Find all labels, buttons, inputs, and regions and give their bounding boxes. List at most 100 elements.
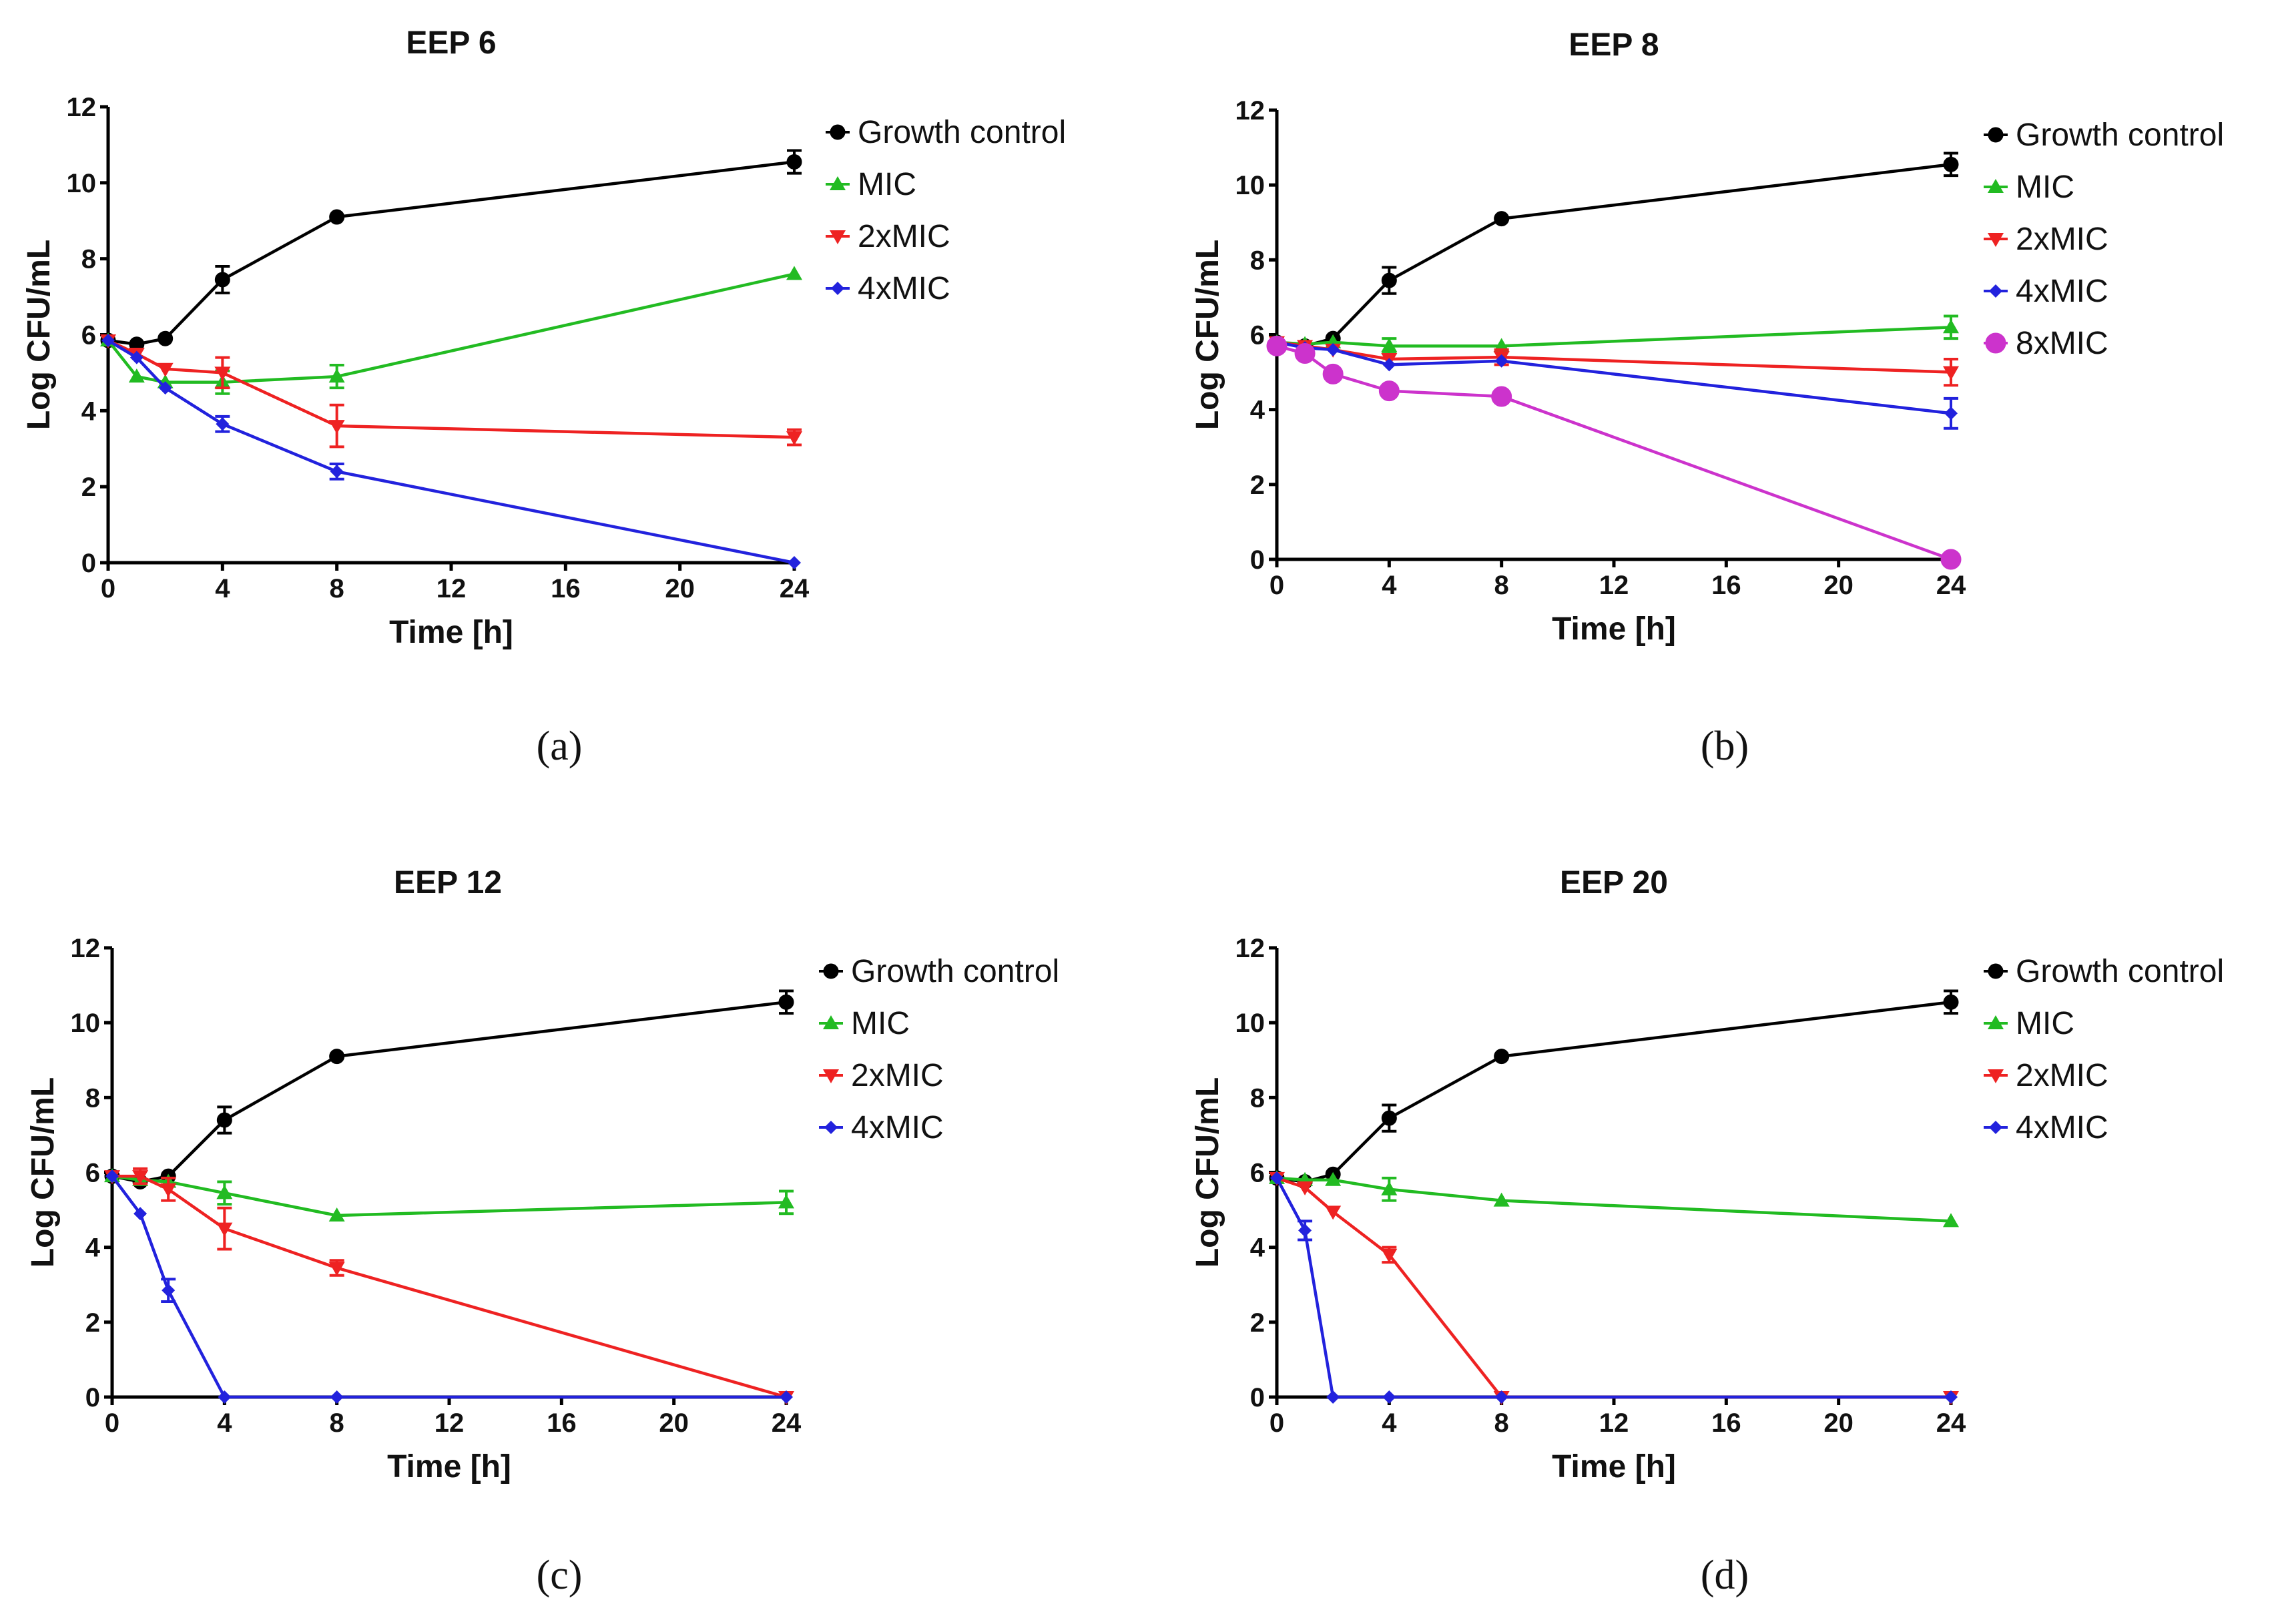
- legend-item: Growth control: [1984, 117, 2224, 153]
- series-line: [1276, 1176, 1951, 1399]
- legend-marker: [1989, 1121, 2002, 1134]
- data-point: [101, 334, 115, 348]
- x-tick-label: 12: [1599, 571, 1629, 600]
- data-point: [157, 362, 174, 377]
- data-point: [1940, 549, 1962, 570]
- legend-item: MIC: [826, 167, 916, 202]
- legend-marker: [824, 1121, 838, 1134]
- x-axis-title: Time [h]: [389, 615, 513, 650]
- series-line: [107, 272, 795, 384]
- legend-item: 4xMIC: [1984, 1110, 2108, 1145]
- legend-marker: [1988, 127, 2004, 143]
- data-point: [1943, 1213, 1959, 1228]
- y-tick-label: 2: [81, 473, 96, 502]
- data-point: [132, 1170, 149, 1185]
- data-point: [1326, 342, 1340, 356]
- series-line: [1275, 1177, 1951, 1399]
- series-line: [1276, 1001, 1952, 1183]
- series-growth-control: [1269, 152, 1959, 354]
- y-tick-label: 2: [1250, 1308, 1265, 1338]
- legend-item: 4xMIC: [826, 271, 950, 306]
- x-tick-label: 12: [1599, 1408, 1629, 1438]
- x-tick-label: 24: [1936, 571, 1966, 600]
- legend-marker: [830, 230, 846, 244]
- series-line: [111, 1174, 787, 1217]
- y-tick-label: 6: [85, 1159, 100, 1188]
- data-point: [1378, 380, 1400, 402]
- y-tick-label: 8: [1250, 246, 1265, 275]
- y-tick-label: 12: [67, 93, 97, 122]
- data-point: [1381, 1110, 1397, 1126]
- data-point: [1494, 354, 1508, 368]
- series-line: [1276, 1176, 1952, 1223]
- legend-item: Growth control: [826, 115, 1066, 150]
- data-point: [216, 1222, 233, 1237]
- x-tick-label: 8: [1494, 571, 1509, 600]
- y-tick-label: 12: [71, 934, 101, 963]
- data-point: [1382, 1390, 1396, 1404]
- data-point: [330, 465, 344, 479]
- data-point: [128, 368, 145, 383]
- chart-title: EEP 6: [406, 25, 496, 61]
- y-tick-label: 8: [1250, 1083, 1265, 1113]
- y-tick-label: 6: [1250, 1159, 1265, 1188]
- legend-item: MIC: [1984, 1006, 2074, 1041]
- x-tick-label: 8: [330, 574, 344, 603]
- x-tick-label: 16: [1711, 571, 1741, 600]
- legend-label: 2xMIC: [2016, 222, 2108, 257]
- y-tick-label: 6: [1250, 321, 1265, 350]
- x-tick-label: 4: [1382, 1408, 1397, 1438]
- data-point: [1381, 1181, 1398, 1195]
- legend-marker: [830, 176, 846, 190]
- y-tick-label: 4: [1250, 1234, 1265, 1263]
- legend-item: 2xMIC: [826, 219, 950, 254]
- x-tick-label: 20: [1823, 571, 1854, 600]
- y-tick-label: 8: [85, 1083, 100, 1113]
- data-point: [328, 368, 345, 383]
- y-axis-title: Log CFU/mL: [1190, 1077, 1225, 1268]
- data-point: [1381, 272, 1397, 288]
- data-point: [1382, 358, 1396, 372]
- data-point: [216, 417, 230, 431]
- data-point: [1943, 156, 1959, 172]
- y-tick-label: 10: [1235, 171, 1265, 200]
- series-line: [1276, 344, 1952, 561]
- series-growth-control: [104, 989, 794, 1190]
- legend-label: Growth control: [2016, 954, 2224, 989]
- legend-item: 2xMIC: [1984, 222, 2108, 257]
- y-axis-title: Log CFU/mL: [1190, 240, 1225, 430]
- data-point: [1381, 1248, 1398, 1263]
- data-point: [330, 1390, 344, 1404]
- x-axis-title: Time [h]: [1552, 1449, 1676, 1484]
- data-point: [158, 330, 174, 346]
- data-point: [214, 366, 231, 381]
- series-line: [112, 1174, 787, 1399]
- data-point: [328, 1207, 345, 1222]
- data-point: [216, 1112, 232, 1128]
- y-tick-label: 0: [81, 549, 96, 578]
- x-tick-label: 4: [215, 574, 230, 603]
- series-line: [107, 338, 795, 439]
- x-tick-label: 0: [105, 1408, 119, 1438]
- x-tick-label: 20: [659, 1408, 689, 1438]
- y-tick-label: 10: [1235, 1009, 1265, 1038]
- data-point: [216, 1185, 233, 1199]
- series-line: [111, 1001, 787, 1183]
- x-tick-label: 24: [780, 574, 810, 603]
- x-tick-label: 0: [1269, 1408, 1284, 1438]
- legend-marker: [1988, 963, 2004, 979]
- legend-marker: [1988, 1069, 2004, 1083]
- legend-item: MIC: [1984, 170, 2074, 205]
- x-tick-label: 24: [1936, 1408, 1966, 1438]
- data-point: [1944, 1390, 1958, 1404]
- legend-item: 2xMIC: [819, 1058, 944, 1093]
- x-axis-title: Time [h]: [1552, 611, 1676, 647]
- x-axis-title: Time [h]: [387, 1449, 511, 1484]
- data-point: [1297, 1181, 1314, 1195]
- legend-label: 8xMIC: [2016, 326, 2108, 361]
- y-tick-label: 0: [1250, 1383, 1265, 1412]
- y-tick-label: 10: [71, 1009, 101, 1038]
- data-point: [214, 272, 230, 288]
